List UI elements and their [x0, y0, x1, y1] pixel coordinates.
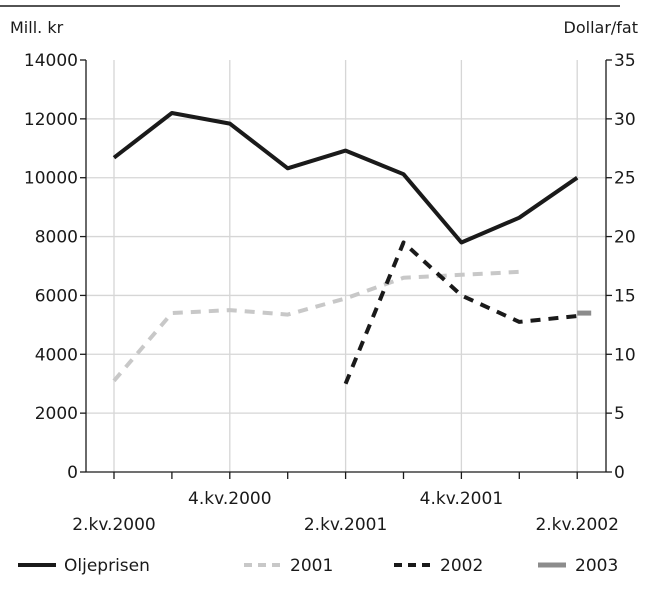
x-tick-label: 2.kv.2001 [304, 515, 387, 535]
x-tick-label: 4.kv.2000 [188, 489, 271, 509]
x-tick-label: 2.kv.2000 [72, 515, 155, 535]
legend-label-Oljeprisen: Oljeprisen [64, 556, 150, 576]
right-tick-label: 15 [614, 286, 636, 306]
right-tick-label: 5 [614, 404, 625, 424]
series-2002-line [343, 240, 578, 385]
legend-label-2001: 2001 [290, 556, 333, 576]
left-tick-label: 4000 [35, 345, 78, 365]
axes [80, 59, 612, 479]
left-axis-title: Mill. kr [10, 18, 64, 37]
left-tick-label: 14000 [24, 51, 78, 71]
series-lines [112, 111, 592, 385]
series-Oljeprisen-line [112, 111, 579, 245]
left-tick-label: 10000 [24, 169, 78, 189]
x-tick-label: 2.kv.2002 [535, 515, 618, 535]
left-tick-label: 2000 [35, 404, 78, 424]
gridlines [86, 60, 606, 472]
legend: Oljeprisen 2001 2002 2003 [18, 556, 618, 576]
left-tick-label: 6000 [35, 286, 78, 306]
right-axis-title: Dollar/fat [564, 18, 638, 37]
x-tick-label: 4.kv.2001 [420, 489, 503, 509]
left-tick-label: 0 [67, 463, 78, 483]
right-tick-label: 30 [614, 110, 636, 130]
series-2001-line [112, 269, 520, 383]
left-tick-label: 8000 [35, 228, 78, 248]
right-tick-label: 10 [614, 345, 636, 365]
right-tick-label: 0 [614, 463, 625, 483]
legend-label-2002: 2002 [440, 556, 483, 576]
right-tick-label: 25 [614, 169, 636, 189]
legend-label-2003: 2003 [575, 556, 618, 576]
right-tick-label: 35 [614, 51, 636, 71]
tick-labels: 0 2000 4000 6000 8000 10000 12000 14000 0 5 10 15 20… [24, 51, 636, 535]
left-tick-label: 12000 [24, 110, 78, 130]
right-tick-label: 20 [614, 228, 636, 248]
